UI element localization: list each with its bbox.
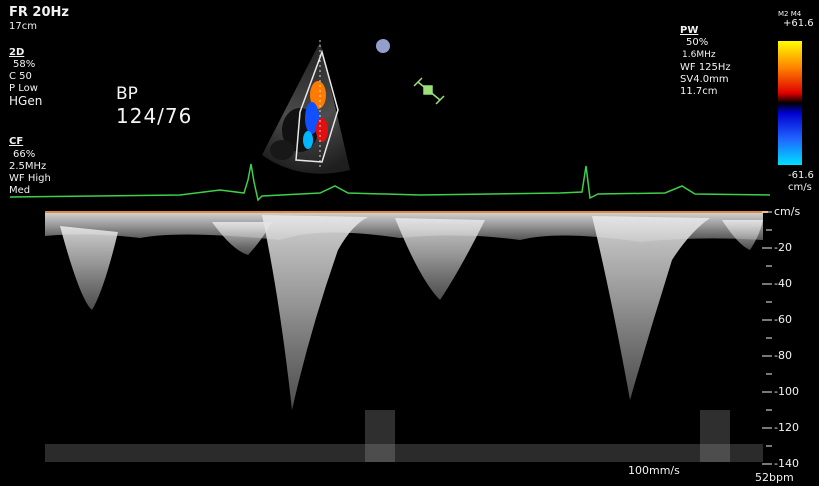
sweep-speed: 100mm/s xyxy=(628,464,680,477)
spectral-wave-4 xyxy=(592,216,710,400)
bp-label: BP xyxy=(116,84,138,104)
ecg-waveform xyxy=(9,163,771,202)
spectral-noise-floor xyxy=(45,444,763,462)
color-flow-orange xyxy=(310,81,326,109)
mode-cf-freq: 2.5MHz xyxy=(9,161,47,172)
colorbar-top-value: +61.6 xyxy=(783,18,814,29)
heart-rate: 52bpm xyxy=(755,471,794,484)
mode-cf-med: Med xyxy=(9,185,31,196)
color-box-outline xyxy=(295,49,339,163)
pw-depth: 11.7cm xyxy=(680,86,718,97)
mode-2d-p: P Low xyxy=(9,83,38,94)
velocity-scale-unit: cm/s xyxy=(774,205,801,218)
pw-wf: WF 125Hz xyxy=(680,62,731,73)
mode-cf-title: CF xyxy=(9,136,24,147)
pw-title: PW xyxy=(680,25,699,36)
pw-sv: SV4.0mm xyxy=(680,74,729,85)
depth-readout: 17cm xyxy=(9,21,37,32)
pw-gain: 50% xyxy=(686,37,709,48)
sample-volume-icon xyxy=(413,77,445,105)
velocity-color-bar xyxy=(778,41,802,165)
mode-2d-title: 2D xyxy=(9,47,25,58)
color-flow-blue xyxy=(305,102,319,134)
spectral-wave-1 xyxy=(60,226,118,310)
probe-orientation-icon xyxy=(376,39,390,53)
scale-tick-label: -140 xyxy=(774,457,799,470)
colorbar-bottom-value: -61.6 xyxy=(788,170,814,181)
spectral-wave-3 xyxy=(395,218,485,300)
colorbar-header: M2 M4 xyxy=(778,10,802,18)
mode-2d-c: C 50 xyxy=(9,71,32,82)
scale-tick-label: -120 xyxy=(774,421,799,434)
mode-2d-freq: HGen xyxy=(9,94,43,108)
mode-cf-gain: 66% xyxy=(13,149,36,160)
scale-tick-label: -40 xyxy=(774,277,792,290)
colorbar-unit: cm/s xyxy=(788,182,812,193)
frame-rate-readout: FR 20Hz xyxy=(9,5,69,20)
spectral-wave-2 xyxy=(262,215,368,410)
pw-freq: 1.6MHz xyxy=(682,50,716,60)
scale-tick-label: -80 xyxy=(774,349,792,362)
scale-tick-label: -100 xyxy=(774,385,799,398)
bp-value: 124/76 xyxy=(116,104,193,128)
scale-tick-label: -20 xyxy=(774,241,792,254)
mode-cf-wf: WF High xyxy=(9,173,51,184)
scale-tick-label: -60 xyxy=(774,313,792,326)
mode-2d-gain: 58% xyxy=(13,59,36,70)
